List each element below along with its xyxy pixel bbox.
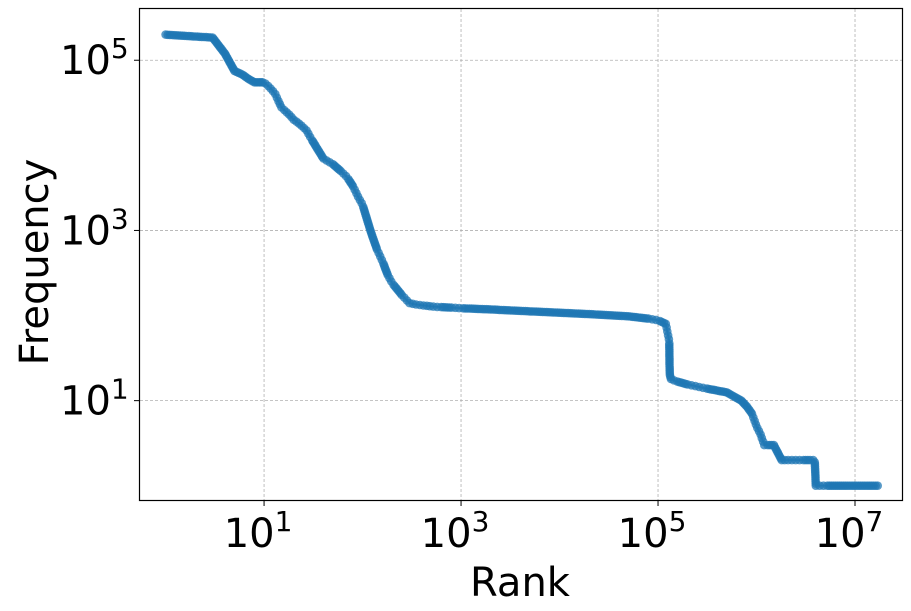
grid-lines <box>140 9 902 500</box>
data-point <box>873 481 882 491</box>
plot-frame <box>138 7 904 502</box>
y-tick-label: 101 <box>60 373 129 425</box>
series-line <box>165 33 878 487</box>
y-tick-base: 10 <box>60 38 111 84</box>
x-tick-base: 10 <box>224 511 275 557</box>
x-tick-exponent: 3 <box>472 505 490 538</box>
x-tick-base: 10 <box>618 511 669 557</box>
series-layer <box>161 30 882 491</box>
x-tick-base: 10 <box>421 511 472 557</box>
y-tick-base: 10 <box>60 208 111 254</box>
x-tick-label: 103 <box>421 505 490 557</box>
x-tick-label: 105 <box>618 505 687 557</box>
y-tick-exponent: 5 <box>111 32 129 65</box>
y-tick-base: 10 <box>60 379 111 425</box>
y-tick-exponent: 1 <box>111 373 129 406</box>
y-tick-label: 105 <box>60 32 129 84</box>
x-tick-label: 107 <box>815 505 884 557</box>
y-axis-label: Frequency <box>12 159 58 366</box>
x-tick-exponent: 7 <box>866 505 884 538</box>
y-tick-exponent: 3 <box>111 202 129 235</box>
x-tick-base: 10 <box>815 511 866 557</box>
x-axis-label: Rank <box>470 560 571 606</box>
x-tick-exponent: 5 <box>669 505 687 538</box>
y-tick-label: 103 <box>60 202 129 254</box>
x-tick-exponent: 1 <box>275 505 293 538</box>
x-tick-label: 101 <box>224 505 293 557</box>
